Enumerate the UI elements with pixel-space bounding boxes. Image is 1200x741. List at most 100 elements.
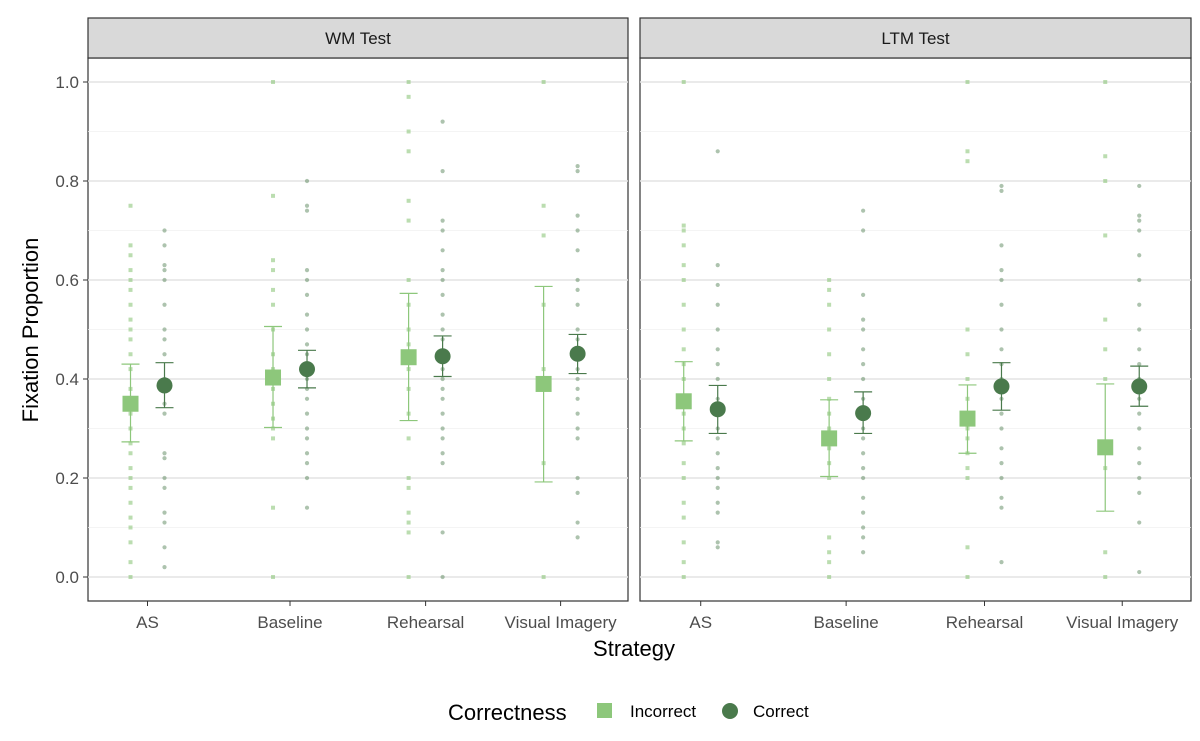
- legend-title: Correctness: [448, 700, 567, 725]
- raw-point-correct: [440, 426, 445, 431]
- raw-point-correct: [575, 520, 580, 525]
- mean-marker-incorrect-as: [675, 393, 692, 410]
- raw-point-incorrect: [128, 485, 133, 490]
- raw-point-incorrect: [406, 520, 411, 525]
- raw-point-correct: [304, 505, 310, 510]
- raw-point-correct: [861, 535, 866, 540]
- raw-point-correct: [861, 495, 866, 500]
- raw-point-incorrect: [541, 80, 546, 84]
- raw-point-correct: [162, 277, 167, 283]
- raw-point-correct: [715, 362, 720, 367]
- raw-point-correct: [715, 545, 720, 550]
- raw-point-incorrect: [128, 268, 133, 273]
- raw-point-correct: [715, 376, 720, 382]
- raw-point-correct: [162, 475, 167, 481]
- raw-point-correct: [715, 347, 720, 352]
- raw-point-incorrect: [1103, 550, 1108, 555]
- raw-point-correct: [440, 312, 445, 317]
- raw-point-incorrect: [128, 575, 133, 579]
- raw-point-correct: [999, 475, 1004, 481]
- raw-point-correct: [999, 347, 1004, 352]
- raw-point-correct: [440, 574, 445, 580]
- mean-marker-correct-rehearsal: [993, 378, 1010, 395]
- raw-point-correct: [1137, 327, 1142, 332]
- raw-point-incorrect: [128, 476, 133, 480]
- raw-point-correct: [715, 149, 720, 154]
- panel-wm-test: WM Test: [87, 17, 629, 602]
- raw-point-correct: [440, 436, 445, 441]
- raw-point-incorrect: [1103, 377, 1108, 381]
- raw-point-incorrect: [681, 476, 686, 480]
- x-tick-label-baseline: Baseline: [257, 613, 322, 632]
- raw-point-correct: [162, 456, 167, 461]
- raw-point-incorrect: [827, 396, 832, 401]
- raw-point-correct: [575, 213, 580, 218]
- y-tick-label: 0.4: [55, 370, 79, 389]
- raw-point-correct: [1137, 490, 1142, 495]
- raw-point-incorrect: [681, 263, 686, 268]
- strip-label-wm-test: WM Test: [325, 29, 391, 48]
- raw-point-correct: [575, 327, 580, 332]
- raw-point-correct: [162, 565, 167, 570]
- mean-marker-correct-baseline: [299, 361, 316, 378]
- raw-point-correct: [861, 347, 866, 352]
- raw-point-correct: [162, 411, 167, 416]
- raw-point-incorrect: [128, 560, 133, 565]
- raw-point-incorrect: [827, 550, 832, 555]
- raw-point-correct: [575, 287, 580, 292]
- legend-key-correct: [722, 703, 738, 719]
- raw-point-correct: [162, 451, 167, 456]
- raw-point-incorrect: [827, 535, 832, 540]
- x-tick-label-rehearsal: Rehearsal: [387, 613, 465, 632]
- mean-marker-correct-as: [156, 377, 173, 394]
- raw-point-incorrect: [1103, 233, 1108, 238]
- raw-point-correct: [999, 461, 1004, 466]
- raw-point-correct: [715, 500, 720, 505]
- raw-point-correct: [575, 475, 580, 481]
- strip-background: [639, 17, 1192, 59]
- raw-point-incorrect: [965, 575, 970, 579]
- mean-marker-correct-visual-imagery: [569, 345, 586, 362]
- raw-point-correct: [575, 277, 580, 283]
- raw-point-incorrect: [827, 575, 832, 579]
- raw-point-correct: [999, 183, 1004, 189]
- raw-point-correct: [1137, 520, 1142, 525]
- raw-point-correct: [440, 292, 445, 297]
- raw-point-incorrect: [406, 575, 411, 579]
- raw-point-correct: [304, 461, 310, 466]
- raw-point-correct: [715, 436, 720, 441]
- raw-point-correct: [304, 451, 310, 456]
- raw-point-correct: [440, 530, 445, 535]
- raw-point-incorrect: [406, 485, 411, 490]
- raw-point-incorrect: [681, 278, 686, 282]
- raw-point-incorrect: [827, 377, 832, 381]
- raw-point-incorrect: [128, 441, 133, 446]
- raw-point-correct: [304, 411, 310, 416]
- raw-point-incorrect: [271, 505, 276, 510]
- raw-point-incorrect: [271, 193, 276, 198]
- legend-label-correct: Correct: [753, 702, 809, 721]
- raw-point-correct: [440, 277, 445, 283]
- raw-point-incorrect: [406, 476, 411, 480]
- raw-point-correct: [440, 119, 445, 124]
- raw-point-incorrect: [271, 436, 276, 441]
- raw-point-correct: [162, 520, 167, 525]
- raw-point-incorrect: [681, 540, 686, 545]
- raw-point-correct: [304, 312, 310, 317]
- x-tick-label-baseline: Baseline: [814, 613, 879, 632]
- raw-point-correct: [575, 535, 580, 540]
- raw-point-correct: [162, 327, 167, 332]
- raw-point-correct: [1137, 302, 1142, 307]
- raw-point-correct: [1137, 277, 1142, 283]
- raw-point-correct: [715, 282, 720, 288]
- raw-point-incorrect: [406, 149, 411, 154]
- raw-point-incorrect: [541, 203, 546, 208]
- raw-point-correct: [162, 352, 167, 357]
- raw-point-incorrect: [128, 540, 133, 545]
- raw-point-correct: [575, 248, 580, 253]
- raw-point-correct: [1137, 461, 1142, 466]
- raw-point-correct: [861, 550, 866, 555]
- raw-point-correct: [440, 461, 445, 466]
- raw-point-incorrect: [406, 436, 411, 441]
- raw-point-correct: [999, 505, 1004, 510]
